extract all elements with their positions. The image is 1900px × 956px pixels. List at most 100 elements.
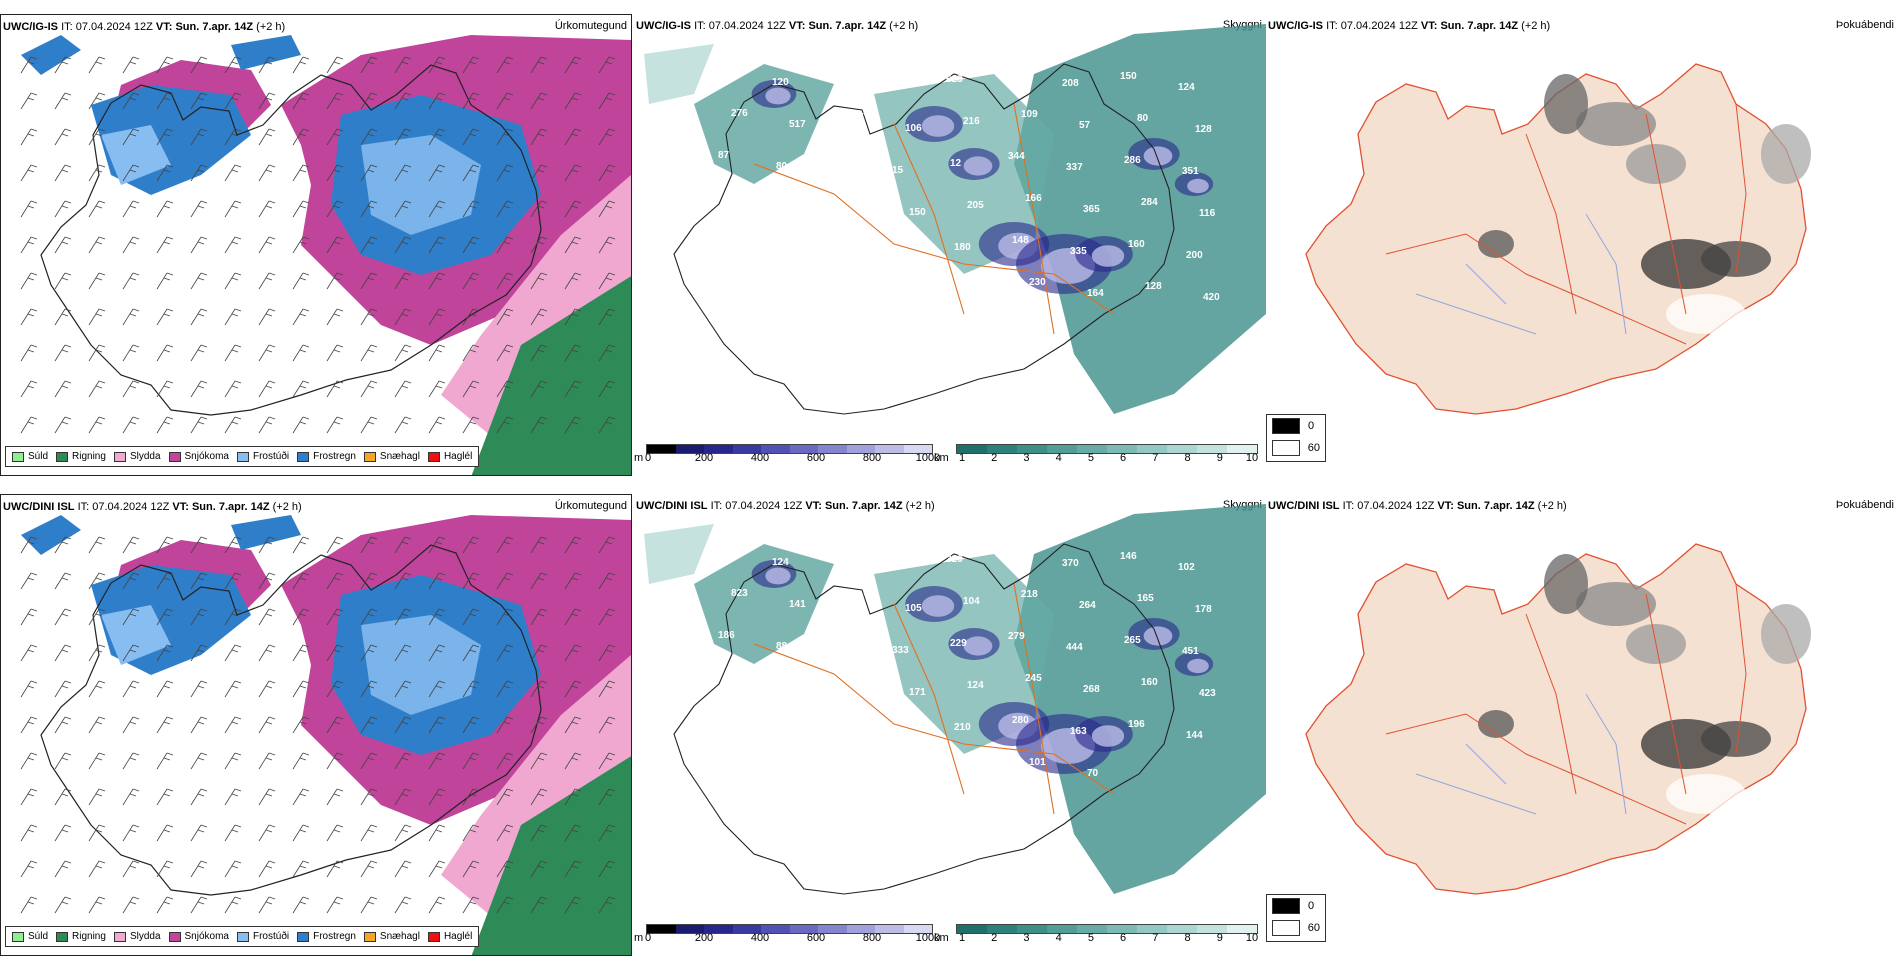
visibility-label: 298: [830, 550, 847, 561]
colorbar-bin: [818, 925, 847, 933]
legend-label: Snjókoma: [184, 931, 229, 942]
legend-swatch: [236, 931, 249, 942]
visibility-label: 180: [954, 242, 971, 253]
colorbar-bin: [761, 445, 790, 453]
colorbar-tick: 4: [1055, 932, 1062, 944]
visibility-label: 157: [1004, 547, 1021, 558]
precip-map-canvas: [20, 515, 631, 955]
legend-swatch: [168, 931, 181, 942]
legend-label: Frostúði: [252, 931, 290, 942]
colorbar-tick: 1000: [915, 932, 941, 944]
legend-label: Snæhagl: [379, 451, 420, 462]
visibility-label: 344: [1008, 151, 1025, 162]
legend-label: Súld: [28, 931, 49, 942]
valid-time-value: Sun. 7.apr. 14Z: [824, 500, 903, 512]
visibility-label: 451: [1182, 646, 1199, 657]
visibility-label: 286: [1124, 155, 1141, 166]
colorbar-bin: [647, 925, 676, 933]
colorbar-bin: [1017, 445, 1047, 453]
colorbar-bin: [903, 445, 932, 453]
colorbar-bin: [1167, 445, 1197, 453]
precip-legend-item: Frostúði: [236, 931, 290, 942]
colorbar-bin: [1227, 445, 1257, 453]
legend-swatch: [297, 451, 310, 462]
visibility-label: 105: [905, 603, 922, 614]
visibility-label: 200: [793, 683, 810, 694]
legend-label: 60: [1307, 922, 1320, 934]
visibility-colorbar: km 1 2 3 4 5 6 7 8 9 10: [934, 924, 1264, 950]
visibility-label: 171: [909, 687, 926, 698]
valid-time-value: Sun. 7.apr. 14Z: [1456, 500, 1535, 512]
colorbar-bin: [1197, 445, 1227, 453]
visibility-label: 196: [1128, 719, 1145, 730]
init-time-label: IT:: [77, 501, 90, 513]
visibility-label: 254: [780, 245, 797, 256]
colorbar-bin: [1227, 925, 1257, 933]
colorbar-tick: 3: [1023, 932, 1030, 944]
legend-swatch: [363, 931, 376, 942]
visibility-label: 318: [913, 771, 930, 782]
colorbar-bin: [704, 925, 733, 933]
legend-label: Rigning: [72, 931, 106, 942]
visibility-label: 160: [1141, 677, 1158, 688]
colorbar-tick: 3: [1023, 452, 1030, 464]
precip-legend-item: Rigning: [56, 931, 106, 942]
valid-time-label: VT:: [788, 20, 806, 32]
visibility-label: 104: [963, 596, 980, 607]
precip-legend-item: Snæhagl: [363, 931, 420, 942]
visibility-label: 229: [950, 638, 967, 649]
colorbar-tick: 1: [958, 932, 966, 944]
visibility-label: 178: [1195, 604, 1212, 615]
precipitation-type-map: UWC/DINI ISL IT: 07.04.2024 12Z VT: Sun.…: [0, 494, 632, 956]
init-time-value: 07.04.2024 12Z: [92, 501, 170, 513]
visibility-label: 451: [739, 756, 756, 767]
legend-label: Snjókoma: [184, 451, 229, 462]
colorbar-tick: 4: [1055, 452, 1062, 464]
valid-time-value: Sun. 7.apr. 14Z: [1440, 20, 1519, 32]
precip-legend-item: Slydda: [113, 451, 161, 462]
colorbar-bin: [732, 445, 761, 453]
visibility-label: 264: [1079, 600, 1096, 611]
visibility-label: 120: [772, 77, 789, 88]
visibility-label: 130: [971, 284, 988, 295]
visibility-label: 128: [1195, 124, 1212, 135]
colorbar-tick: 8: [1184, 452, 1191, 464]
colorbar-bin: [732, 925, 761, 933]
colorbar-bin: [957, 925, 987, 933]
visibility-label: 216: [963, 116, 980, 127]
visibility-label: 351: [1182, 166, 1199, 177]
visibility-label: 284: [1141, 197, 1158, 208]
colorbar-bin: [1197, 925, 1227, 933]
precip-legend-item: Frostúði: [236, 451, 289, 462]
colorbar-tick: 6: [1120, 452, 1127, 464]
precip-legend-item: Súld: [12, 931, 48, 942]
colorbar-tick: 9: [1216, 452, 1223, 464]
fog-indicator-map: UWC/IG-IS IT: 07.04.2024 12Z VT: Sun. 7.…: [1266, 14, 1898, 476]
colorbar-tick: 0: [644, 932, 652, 944]
visibility-label: 128: [1145, 281, 1162, 292]
model-name: UWC/DINI ISL: [3, 501, 75, 513]
colorbar-tick: 600: [806, 932, 826, 944]
colorbar-tick: 200: [694, 932, 714, 944]
colorbar-bin: [1137, 925, 1167, 933]
precip-legend-item: Slydda: [113, 931, 161, 942]
lead-time: (+2 h): [905, 500, 935, 512]
visibility-label: 160: [1128, 239, 1145, 250]
init-time-label: IT:: [694, 20, 706, 32]
visibility-label: 268: [1083, 684, 1100, 695]
fog-legend-item: 0: [1267, 415, 1325, 437]
visibility-label: 227: [851, 196, 868, 207]
legend-swatch: [427, 451, 440, 462]
colorbar-tick: 10: [1245, 932, 1259, 944]
valid-time-label: VT:: [805, 500, 822, 512]
visibility-label: 145: [780, 725, 797, 736]
legend-label: Haglél: [443, 931, 473, 942]
visibility-label: 102: [1178, 562, 1195, 573]
visibility-label: 230: [1029, 277, 1046, 288]
visibility-label: 15: [892, 165, 904, 176]
visibility-label: 254: [896, 729, 913, 740]
visibility-label: 265: [1124, 635, 1141, 646]
colorbar-bin: [647, 445, 676, 453]
cloudbase-colorbar: m 0 200 400 600 800 1000: [634, 444, 940, 470]
valid-time-value: Sun. 7.apr. 14Z: [808, 20, 887, 32]
